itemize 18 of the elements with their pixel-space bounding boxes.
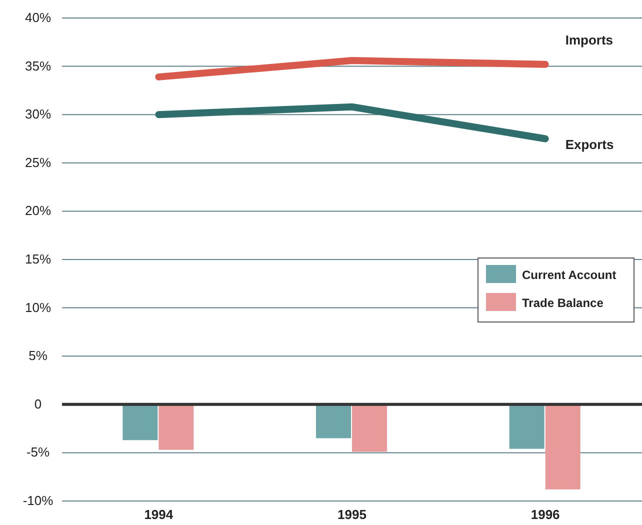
y-tick-label: 15% bbox=[24, 252, 52, 266]
y-tick-label: 25% bbox=[24, 154, 52, 170]
y-tick-label: -5% bbox=[26, 444, 50, 460]
x-tick-label: 1994 bbox=[144, 507, 174, 522]
x-tick-label: 1996 bbox=[530, 507, 560, 522]
y-tick-label: -10% bbox=[22, 493, 54, 508]
x-tick-label: 1995 bbox=[338, 507, 366, 522]
series-label: Exports bbox=[565, 136, 614, 152]
y-tick-label: 20% bbox=[24, 203, 52, 218]
legend-label: Trade Balance bbox=[522, 296, 604, 310]
text: Imports bbox=[565, 32, 614, 48]
y-tick-label: 10% bbox=[24, 300, 52, 315]
y-tick-label: 0 bbox=[34, 396, 42, 412]
y-tick-label: 30% bbox=[24, 106, 52, 122]
y-tick-label: 5% bbox=[28, 348, 48, 364]
y-tick-label: 40% bbox=[24, 10, 52, 25]
y-tick-label: 35% bbox=[24, 58, 52, 74]
legend-label: Current Account bbox=[522, 268, 616, 282]
